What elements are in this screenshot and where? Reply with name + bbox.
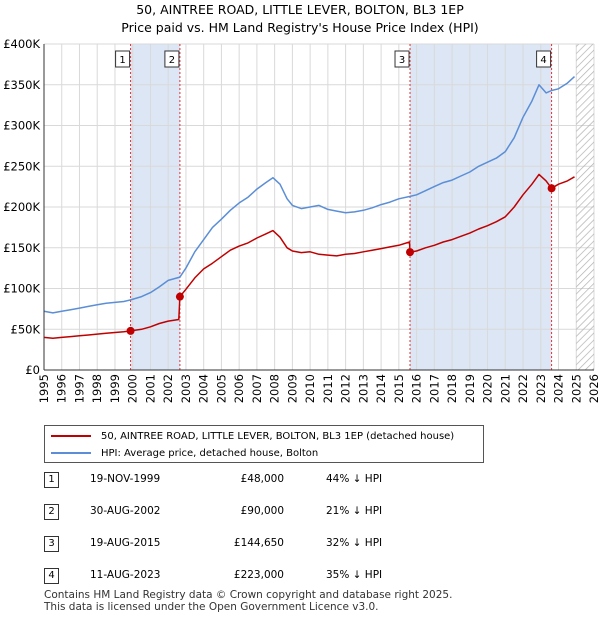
x-tick-label: 2022 xyxy=(516,374,530,403)
x-tick-label: 2011 xyxy=(321,374,335,403)
legend-item-property: 50, AINTREE ROAD, LITTLE LEVER, BOLTON, … xyxy=(51,428,454,444)
x-tick-label: 2017 xyxy=(427,374,441,403)
row-hpi: 32% ↓ HPI xyxy=(326,537,383,549)
x-tick-label: 2018 xyxy=(445,374,459,403)
sale-badge-label: 3 xyxy=(399,55,405,66)
price-chart: 1 2 3 4 £0 £50K £100K £150K £200K £250K £300K £350… xyxy=(3,37,600,403)
row-date: 30-AUG-2002 xyxy=(90,505,161,517)
sale-point xyxy=(175,292,184,301)
sale-point xyxy=(126,326,135,335)
legend: 50, AINTREE ROAD, LITTLE LEVER, BOLTON, … xyxy=(44,425,484,463)
row-hpi: 35% ↓ HPI xyxy=(326,569,383,581)
y-tick-label: £350K xyxy=(3,78,40,92)
sale-badge xyxy=(115,50,131,68)
legend-item-hpi: HPI: Average price, detached house, Bolt… xyxy=(51,445,318,461)
x-tick-label: 1997 xyxy=(72,374,86,403)
legend-label-hpi: HPI: Average price, detached house, Bolt… xyxy=(101,447,319,459)
y-tick-label: £400K xyxy=(3,37,40,51)
x-tick-label: 2005 xyxy=(214,374,228,403)
sale-badge xyxy=(164,50,180,68)
x-tick-label: 2019 xyxy=(463,374,477,403)
row-hpi: 21% ↓ HPI xyxy=(326,505,383,517)
x-tick-label: 1995 xyxy=(37,374,51,403)
row-badge: 3 xyxy=(44,536,59,552)
footer-line-2: This data is licensed under the Open Gov… xyxy=(44,601,379,613)
footer-line-1: Contains HM Land Registry data © Crown c… xyxy=(44,589,453,601)
x-tick-label: 2015 xyxy=(392,374,406,403)
row-price: £144,650 xyxy=(233,537,284,549)
x-tick-label: 2004 xyxy=(197,374,211,403)
hpi-line xyxy=(43,76,576,314)
x-tick-label: 2007 xyxy=(250,374,264,403)
row-hpi: 44% ↓ HPI xyxy=(326,473,383,485)
table-row: 3 19-AUG-2015 £144,650 32% ↓ HPI xyxy=(44,536,484,552)
x-tick-label: 1996 xyxy=(55,374,69,403)
x-tick-label: 2009 xyxy=(285,374,299,403)
row-price: £48,000 xyxy=(240,473,284,485)
table-row: 4 11-AUG-2023 £223,000 35% ↓ HPI xyxy=(44,568,484,584)
row-badge: 1 xyxy=(44,472,59,488)
x-tick-label: 2021 xyxy=(498,374,512,403)
y-tick-label: £250K xyxy=(3,159,40,173)
sale-badge-label: 2 xyxy=(169,55,175,66)
x-tick-label: 2013 xyxy=(356,374,370,403)
sale-point xyxy=(406,248,415,257)
x-tick-label: 2026 xyxy=(587,374,600,403)
sale-badge-label: 1 xyxy=(119,55,125,66)
x-tick-label: 1999 xyxy=(108,374,122,403)
x-tick-label: 2024 xyxy=(552,374,566,403)
row-date: 11-AUG-2023 xyxy=(90,569,161,581)
row-price: £90,000 xyxy=(240,505,284,517)
sale-badge xyxy=(394,50,410,68)
sale-badge xyxy=(536,50,552,68)
x-tick-label: 2000 xyxy=(126,374,140,403)
x-tick-label: 2010 xyxy=(303,374,317,403)
y-tick-label: £300K xyxy=(3,119,40,133)
x-tick-label: 1998 xyxy=(90,374,104,403)
footer: Contains HM Land Registry data © Crown c… xyxy=(44,589,452,613)
table-row: 2 30-AUG-2002 £90,000 21% ↓ HPI xyxy=(44,504,484,520)
legend-label-property: 50, AINTREE ROAD, LITTLE LEVER, BOLTON, … xyxy=(101,430,455,442)
x-tick-label: 2003 xyxy=(179,374,193,403)
row-date: 19-NOV-1999 xyxy=(90,473,161,485)
property-price-line xyxy=(43,173,575,339)
y-tick-label: £200K xyxy=(3,200,40,214)
y-tick-label: £50K xyxy=(11,322,41,336)
title-line-1: 50, AINTREE ROAD, LITTLE LEVER, BOLTON, … xyxy=(136,2,464,17)
x-tick-label: 2006 xyxy=(232,374,246,403)
legend-swatch-property xyxy=(51,435,91,437)
sale-point xyxy=(547,184,556,193)
legend-swatch-hpi xyxy=(51,452,91,454)
chart-title: 50, AINTREE ROAD, LITTLE LEVER, BOLTON, … xyxy=(0,0,600,37)
x-tick-label: 2002 xyxy=(161,374,175,403)
row-badge: 4 xyxy=(44,568,59,584)
row-price: £223,000 xyxy=(233,569,284,581)
x-tick-label: 2023 xyxy=(534,374,548,403)
x-tick-label: 2012 xyxy=(339,374,353,403)
x-tick-label: 2014 xyxy=(374,374,388,403)
x-tick-label: 2025 xyxy=(569,374,583,403)
y-tick-label: £150K xyxy=(3,241,40,255)
x-tick-label: 2016 xyxy=(410,374,424,403)
forecast-hatch xyxy=(576,44,594,370)
x-tick-label: 2020 xyxy=(481,374,495,403)
row-date: 19-AUG-2015 xyxy=(90,537,161,549)
table-row: 1 19-NOV-1999 £48,000 44% ↓ HPI xyxy=(44,472,484,488)
y-tick-label: £0 xyxy=(25,363,40,377)
row-badge: 2 xyxy=(44,504,59,520)
sale-badge-label: 4 xyxy=(540,55,546,66)
title-line-2: Price paid vs. HM Land Registry's House … xyxy=(121,20,479,35)
y-tick-label: £100K xyxy=(3,282,40,296)
x-tick-label: 2001 xyxy=(143,374,157,403)
x-tick-label: 2008 xyxy=(268,374,282,403)
